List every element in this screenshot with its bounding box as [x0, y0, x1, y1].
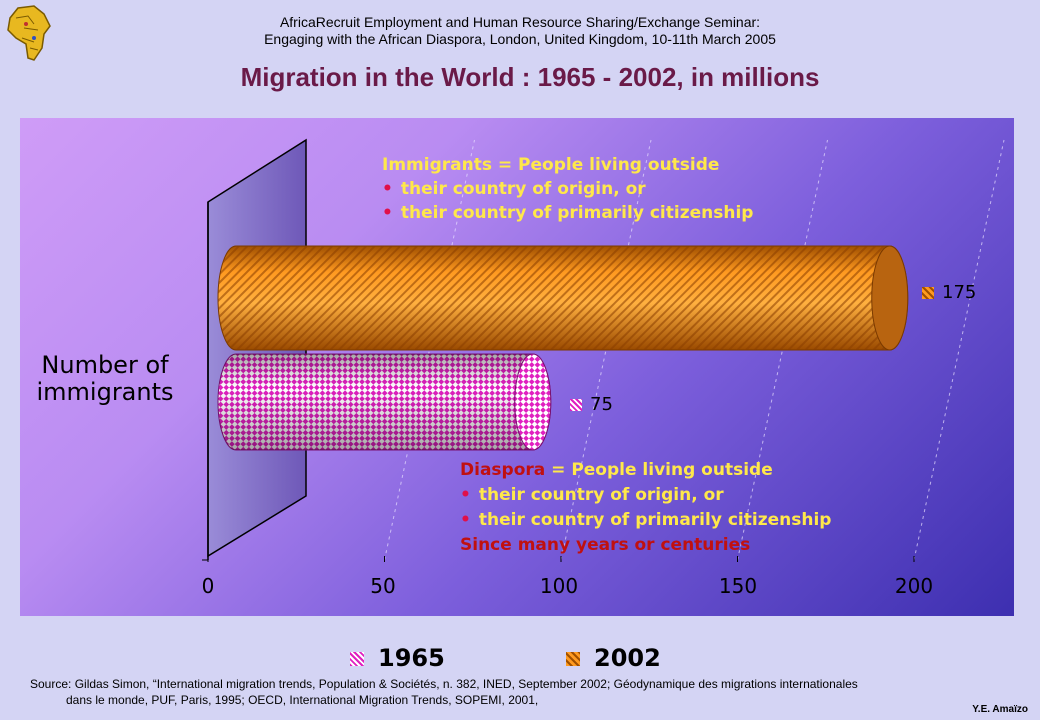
x-tick-label: 150 [718, 574, 758, 598]
data-label-1965: 75 [570, 394, 613, 415]
gridline [384, 139, 475, 561]
gridline [737, 139, 828, 561]
bullet-icon: • [460, 510, 471, 530]
immigrants-heading: Immigrants = People living outside [382, 155, 720, 175]
bullet-icon: • [460, 485, 471, 505]
page-title: Migration in the World : 1965 - 2002, in… [240, 62, 820, 92]
immigrants-bullet: • their country of primarily citizenship [382, 203, 754, 223]
diaspora-footer: Since many years or centuries [460, 535, 751, 555]
diaspora-definition: Diaspora = People living outside • their … [460, 458, 831, 558]
chart-legend: 1965 2002 [0, 644, 1040, 672]
series-1965-swatch-icon [570, 399, 582, 411]
gridline [913, 139, 1005, 561]
x-tick-label: 50 [370, 574, 396, 598]
series-1965-swatch-icon [350, 652, 364, 666]
diaspora-bullet: • their country of primarily citizenship [460, 510, 832, 530]
bullet-icon: • [382, 203, 393, 223]
immigrants-definition: Immigrants = People living outside • thei… [382, 153, 753, 225]
gridline [560, 139, 652, 561]
legend-item-2002: 2002 [566, 644, 661, 672]
legend-item-1965: 1965 [350, 644, 445, 672]
diaspora-bullet: • their country of origin, or [460, 485, 724, 505]
series-2002-swatch-icon [922, 287, 934, 299]
bar-1965 [217, 353, 552, 451]
x-tick-label: 0 [201, 574, 215, 598]
bar-2002 [217, 245, 909, 351]
source-line-2: dans le monde, PUF, Paris, 1995; OECD, I… [66, 693, 539, 707]
data-label-2002: 175 [922, 282, 976, 303]
bullet-icon: • [382, 179, 393, 199]
source-citation: Source: Gildas Simon, “International mig… [30, 676, 1030, 708]
x-tick-label: 200 [894, 574, 934, 598]
author-credit: Y.E. Amaïzo [972, 704, 1028, 715]
immigrants-bullet: • their country of origin, or [382, 179, 646, 199]
diaspora-heading: Diaspora = People living outside [460, 460, 773, 480]
header-line-2: Engaging with the African Diaspora, Lond… [264, 31, 776, 47]
source-line-1: Source: Gildas Simon, “International mig… [30, 677, 858, 691]
header-line-1: AfricaRecruit Employment and Human Resou… [279, 14, 761, 30]
y-axis-label: Number of immigrants [36, 351, 174, 406]
series-2002-swatch-icon [566, 652, 580, 666]
x-tick-label: 100 [539, 574, 579, 598]
africa-map-logo-icon [4, 4, 52, 64]
